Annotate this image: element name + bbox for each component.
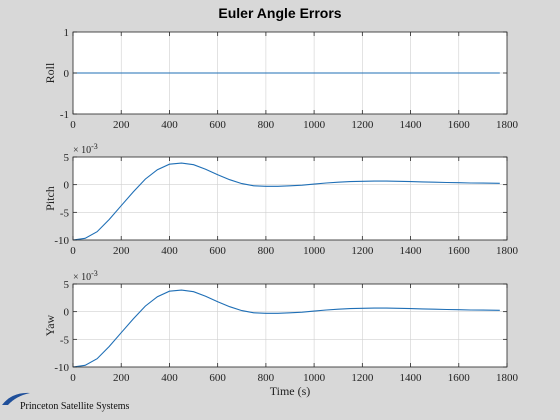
y-axis-label: Yaw <box>43 314 57 336</box>
figure-title: Euler Angle Errors <box>218 5 341 21</box>
y-axis-label: Pitch <box>43 186 57 211</box>
y-tick-label: 0 <box>64 307 70 319</box>
x-tick-label: 1200 <box>351 119 374 131</box>
series-line <box>72 289 500 368</box>
y-axis-label: Roll <box>43 62 57 83</box>
company-logo: Princeton Satellite Systems <box>2 392 130 412</box>
y-tick-label: 0 <box>64 68 70 80</box>
x-tick-label: 400 <box>161 372 178 384</box>
x-tick-label: 200 <box>113 119 130 131</box>
y-tick-label: 5 <box>64 152 70 164</box>
x-tick-label: 1800 <box>496 372 519 384</box>
y-tick-label: -5 <box>60 207 70 219</box>
x-tick-label: 1600 <box>448 119 471 131</box>
y-tick-label: 1 <box>64 27 70 39</box>
axes-frame <box>72 283 508 368</box>
subplots: 0 200 400 600 800 1000 1200 1400 1600 1800-101Rol… <box>43 27 519 398</box>
axes-frame <box>72 156 508 241</box>
x-tick-label: 200 <box>113 245 130 257</box>
x-axis-label: Time (s) <box>270 384 311 398</box>
logo-dot-icon <box>8 398 12 402</box>
axes-background <box>73 284 507 367</box>
x-tick-label: 0 <box>70 245 76 257</box>
x-tick-label: 1000 <box>303 245 326 257</box>
subplot-3: 0 200 400 600 800 1000 1200 1400 1600 1800 -10 -5 0 5… <box>43 269 519 398</box>
x-tick-label: 1200 <box>351 372 374 384</box>
x-tick-label: 400 <box>161 119 178 131</box>
exponent-power: -3 <box>91 142 98 151</box>
x-tick-label: 800 <box>258 245 275 257</box>
y-tick-label: -10 <box>54 362 69 374</box>
x-tick-label: 1400 <box>400 372 423 384</box>
x-tick-label: 1000 <box>303 372 326 384</box>
series-line <box>72 162 500 241</box>
x-tick-label: 1800 <box>496 119 519 131</box>
y-tick-label: -10 <box>54 235 69 247</box>
y-tick-label: 0 <box>64 180 70 192</box>
x-tick-label: 200 <box>113 372 130 384</box>
x-tick-label: 1600 <box>448 372 471 384</box>
axes-background <box>73 157 507 240</box>
y-tick-label: -1 <box>60 109 69 121</box>
x-tick-label: 400 <box>161 245 178 257</box>
x-tick-label: 800 <box>258 372 275 384</box>
x-tick-label: 600 <box>209 372 226 384</box>
y-tick-label: -5 <box>60 334 70 346</box>
x-tick-label: 1400 <box>400 245 423 257</box>
subplot-2: 0 200 400 600 800 1000 1200 1400 1600 1800 -10 -5 0 5… <box>43 142 519 257</box>
x-tick-label: 600 <box>209 119 226 131</box>
x-tick-label: 1000 <box>303 119 326 131</box>
y-tick-label: 5 <box>64 279 70 291</box>
exponent-label: × 10-3 <box>73 269 98 283</box>
x-tick-label: 800 <box>258 119 275 131</box>
x-tick-label: 1400 <box>400 119 423 131</box>
x-tick-label: 600 <box>209 245 226 257</box>
x-tick-label: 0 <box>70 119 76 131</box>
x-tick-label: 1200 <box>351 245 374 257</box>
x-tick-label: 1600 <box>448 245 471 257</box>
exponent-power: -3 <box>91 269 98 278</box>
exponent-label: × 10-3 <box>73 142 98 156</box>
x-tick-label: 0 <box>70 372 76 384</box>
subplot-1: 0 200 400 600 800 1000 1200 1400 1600 1800-101Rol… <box>43 27 519 131</box>
x-tick-label: 1800 <box>496 245 519 257</box>
logo-swoosh-icon <box>2 392 30 405</box>
logo-text: Princeton Satellite Systems <box>20 401 130 412</box>
